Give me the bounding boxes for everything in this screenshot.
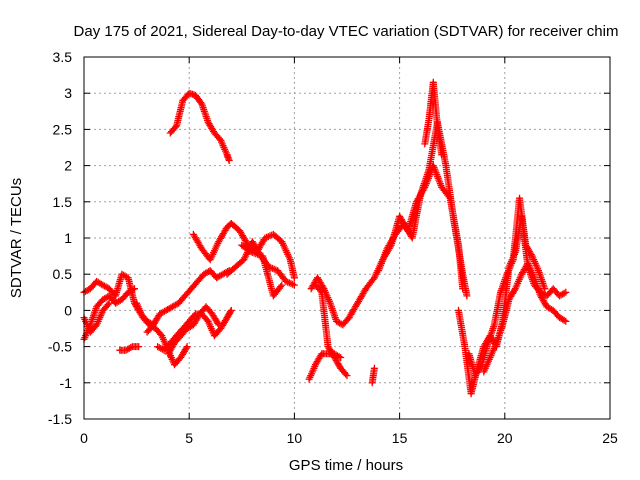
series-arc-eleven bbox=[307, 274, 353, 329]
x-tick-label: 25 bbox=[602, 430, 618, 446]
y-tick-label: 2.5 bbox=[53, 121, 73, 137]
data-point bbox=[214, 319, 222, 327]
series-arc-rise bbox=[189, 220, 235, 264]
y-tick-label: 2 bbox=[64, 158, 72, 174]
data-point bbox=[527, 251, 535, 258]
data-point bbox=[83, 287, 91, 294]
data-point bbox=[127, 287, 135, 294]
data-point bbox=[343, 372, 351, 380]
y-tick-label: 3.5 bbox=[53, 49, 73, 65]
series-arc-mid-b bbox=[143, 267, 233, 336]
data-point bbox=[278, 281, 286, 289]
data-point bbox=[342, 370, 350, 378]
data-series bbox=[80, 78, 570, 398]
series-arc-early-c bbox=[80, 299, 113, 336]
series-arc-low-a bbox=[116, 343, 143, 354]
plot-border bbox=[83, 56, 611, 420]
series-arc-evening-c bbox=[480, 259, 570, 376]
data-point bbox=[227, 306, 235, 314]
series-arc-early-b bbox=[80, 285, 138, 343]
x-tick-label: 10 bbox=[287, 430, 303, 446]
y-axis-label: SDTVAR / TECUs bbox=[8, 178, 25, 298]
y-tick-labels: -1.5 -1 -0.5 0 0.5 1 1.5 2 2.5 3 3.5 bbox=[48, 49, 72, 427]
data-point bbox=[370, 364, 378, 372]
series-arc-peak bbox=[421, 78, 446, 159]
y-tick-label: 3 bbox=[64, 85, 72, 101]
data-point bbox=[182, 344, 190, 352]
series-arc-mid-g bbox=[238, 241, 286, 300]
y-tick-label: -0.5 bbox=[48, 339, 72, 355]
data-point bbox=[317, 287, 324, 295]
y-tick-label: 0.5 bbox=[53, 266, 73, 282]
series-arc-low-b bbox=[305, 350, 345, 383]
axis-ticks bbox=[83, 56, 611, 420]
data-point bbox=[290, 274, 298, 282]
data-point bbox=[562, 288, 570, 296]
data-point bbox=[226, 308, 234, 316]
data-point bbox=[319, 283, 327, 291]
data-point bbox=[104, 301, 112, 309]
y-tick-label: -1 bbox=[60, 375, 73, 391]
data-point bbox=[135, 343, 143, 351]
series-arc-isolated bbox=[368, 364, 378, 387]
x-tick-label: 15 bbox=[392, 430, 408, 446]
x-axis-label: GPS time / hours bbox=[289, 457, 403, 474]
series-arc-mid-a bbox=[133, 299, 191, 369]
data-point bbox=[541, 285, 549, 293]
data-point bbox=[225, 157, 233, 164]
x-tick-label: 20 bbox=[497, 430, 513, 446]
data-point bbox=[463, 292, 471, 300]
chart-title: Day 175 of 2021, Sidereal Day-to-day VTE… bbox=[74, 23, 619, 40]
series-arc-high bbox=[166, 89, 233, 164]
series-arc-afternoon-b bbox=[375, 118, 471, 300]
data-point bbox=[285, 279, 293, 287]
data-point bbox=[131, 285, 138, 293]
data-point bbox=[560, 289, 568, 297]
data-point bbox=[215, 321, 223, 329]
y-tick-label: 0 bbox=[64, 302, 72, 318]
data-point bbox=[129, 286, 137, 294]
grid-lines bbox=[84, 57, 610, 419]
data-point bbox=[127, 344, 135, 351]
data-point bbox=[337, 354, 345, 361]
x-tick-label: 5 bbox=[185, 430, 193, 446]
series-arc-mid-f bbox=[227, 220, 298, 282]
series-arc-evening-b bbox=[465, 194, 549, 380]
data-point bbox=[277, 283, 285, 291]
series-arc-mid-d bbox=[164, 303, 223, 358]
y-tick-label: 1 bbox=[64, 230, 72, 246]
data-point bbox=[290, 281, 298, 289]
data-point bbox=[183, 343, 191, 351]
x-tick-label: 0 bbox=[80, 430, 88, 446]
y-tick-label: -1.5 bbox=[48, 411, 72, 427]
data-point bbox=[335, 353, 343, 361]
data-point bbox=[560, 316, 568, 324]
data-point bbox=[562, 317, 570, 325]
data-point bbox=[105, 299, 113, 307]
data-point bbox=[438, 151, 446, 159]
y-tick-label: 1.5 bbox=[53, 194, 73, 210]
x-tick-labels: 0 5 10 15 20 25 bbox=[80, 430, 618, 446]
